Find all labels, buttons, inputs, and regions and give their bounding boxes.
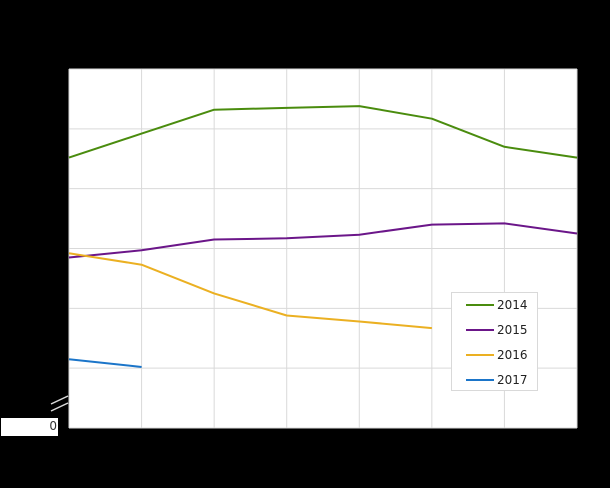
legend-label-2016: 2016	[497, 348, 528, 362]
legend-item-2017[interactable]: 2017	[466, 373, 528, 387]
legend-label-2015: 2015	[497, 323, 528, 337]
legend-item-2016[interactable]: 2016	[466, 348, 528, 362]
axis-break-icon	[50, 395, 69, 412]
gridlines	[68, 68, 578, 429]
series-line-2014	[68, 105, 578, 159]
legend-item-2014[interactable]: 2014	[466, 298, 528, 312]
series-line-2016	[68, 252, 432, 330]
legend-swatch-2014	[466, 304, 494, 306]
series-line-2017	[68, 358, 142, 368]
series-line-2015	[68, 222, 578, 259]
series-lines	[68, 105, 578, 368]
legend-swatch-2016	[466, 354, 494, 356]
legend: 2014 2015 2016 2017	[451, 292, 538, 391]
legend-label-2014: 2014	[497, 298, 528, 312]
legend-item-2015[interactable]: 2015	[466, 323, 528, 337]
legend-swatch-2015	[466, 329, 494, 331]
y-axis-zero-label: 0	[49, 419, 57, 433]
legend-swatch-2017	[466, 379, 494, 381]
legend-label-2017: 2017	[497, 373, 528, 387]
y-axis-zero-label-box: 0	[1, 418, 58, 436]
